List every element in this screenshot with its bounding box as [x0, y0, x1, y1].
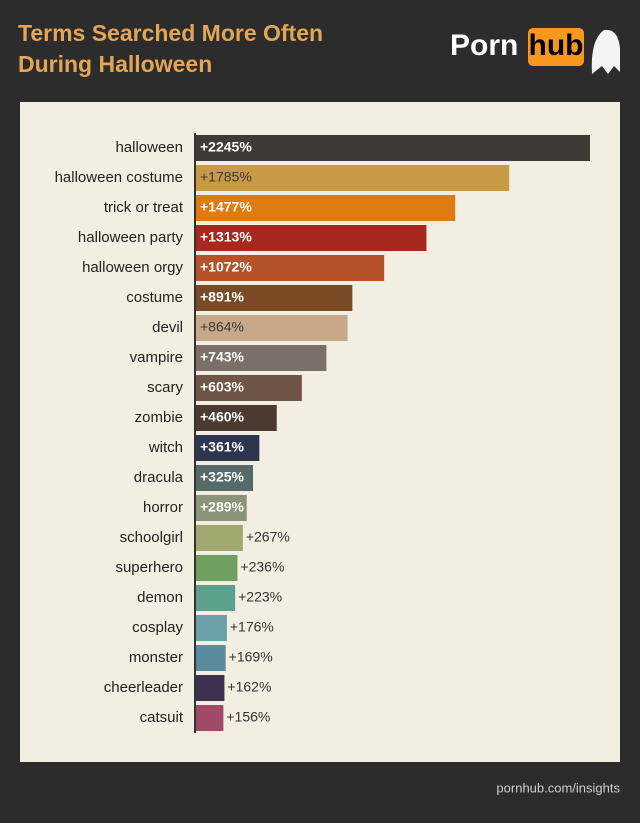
bar: [196, 555, 238, 581]
title-box: Terms Searched More Often During Hallowe…: [18, 20, 324, 77]
bar: [196, 345, 327, 371]
value-label: +169%: [229, 649, 273, 665]
value-label: +236%: [240, 559, 284, 575]
bar: [196, 705, 224, 731]
y-tick-label: vampire: [130, 349, 183, 366]
value-label: +156%: [226, 709, 270, 725]
value-label: +325%: [200, 469, 245, 485]
bar: [196, 195, 456, 221]
value-label: +864%: [200, 319, 244, 335]
source: pornhub.com/insights: [496, 780, 620, 795]
bar: [196, 165, 510, 191]
value-label: +891%: [200, 289, 245, 305]
y-tick-label: cosplay: [132, 619, 183, 636]
bar: [196, 435, 260, 461]
y-tick-label: schoolgirl: [120, 529, 183, 546]
bar: [196, 375, 302, 401]
value-label: +267%: [246, 529, 290, 545]
bar: [196, 495, 247, 521]
value-label: +176%: [230, 619, 274, 635]
bar: [196, 465, 254, 491]
y-tick-label: dracula: [134, 469, 184, 486]
brand-box: [528, 28, 584, 66]
y-tick-label: scary: [147, 379, 183, 396]
ghost-icon: [591, 29, 620, 74]
y-tick-label: demon: [137, 589, 183, 606]
value-label: +1785%: [200, 169, 252, 185]
y-tick-label: trick or treat: [104, 199, 184, 216]
value-label: +223%: [238, 589, 282, 605]
y-tick-label: zombie: [135, 409, 183, 426]
bar: [196, 225, 427, 251]
value-label: +1477%: [200, 199, 252, 215]
y-tick-label: monster: [129, 649, 183, 666]
bar: [196, 525, 243, 551]
value-label: +603%: [200, 379, 245, 395]
value-label: +2245%: [200, 139, 252, 155]
y-tick-label: superhero: [115, 559, 183, 576]
y-tick-label: devil: [152, 319, 183, 336]
value-label: +743%: [200, 349, 245, 365]
bar: [196, 645, 226, 671]
y-tick-label: halloween costume: [55, 169, 183, 186]
value-label: +1313%: [200, 229, 252, 245]
value-label: +162%: [227, 679, 271, 695]
y-tick-label: costume: [126, 289, 183, 306]
chart-title: Terms Searched More Often During Hallowe…: [18, 20, 324, 77]
brand-right: hub: [529, 29, 584, 62]
bar: [196, 675, 225, 701]
bar: [196, 285, 353, 311]
bar: [196, 315, 348, 341]
bar: [196, 135, 590, 161]
y-tick-label: witch: [148, 439, 183, 456]
y-tick-label: cheerleader: [104, 679, 183, 696]
bar: [196, 405, 277, 431]
value-label: +361%: [200, 439, 245, 455]
bar: [196, 615, 227, 641]
bar: [196, 585, 236, 611]
value-label: +460%: [200, 409, 245, 425]
y-tick-label: catsuit: [140, 709, 184, 726]
y-tick-label: horror: [143, 499, 183, 516]
y-tick-label: halloween party: [78, 229, 184, 246]
y-tick-label: halloween: [115, 139, 183, 156]
bar: [196, 255, 385, 281]
value-label: +1072%: [200, 259, 252, 275]
y-tick-label: halloween orgy: [82, 259, 183, 276]
value-label: +289%: [200, 499, 245, 515]
brand-left: Porn: [450, 29, 518, 62]
